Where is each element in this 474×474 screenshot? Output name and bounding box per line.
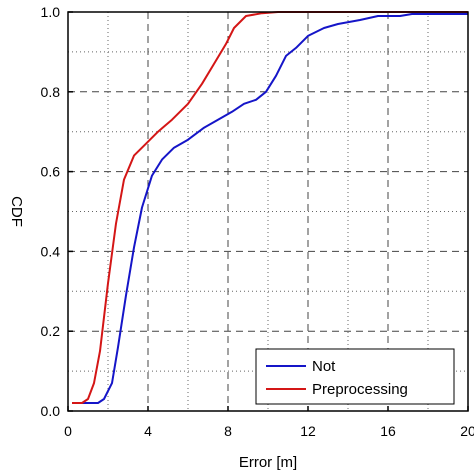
y-tick-label: 0.8 — [41, 84, 61, 100]
x-tick-label: 20 — [460, 423, 474, 439]
series-line-0 — [72, 13, 468, 404]
legend: Not Preprocessing — [255, 348, 455, 405]
axis-ticks: 0 4 8 12 16 20 0.0 0.2 0.4 0.6 0.8 1.0 — [41, 4, 474, 439]
series-line-1 — [72, 11, 468, 404]
y-tick-label: 0.6 — [41, 164, 61, 180]
x-tick-label: 12 — [300, 423, 316, 439]
legend-label-preprocessing: Preprocessing — [312, 381, 408, 398]
y-tick-label: 0.2 — [41, 323, 61, 339]
y-tick-label: 0.4 — [41, 243, 61, 259]
legend-label-not: Not — [312, 358, 336, 375]
series-layer — [72, 11, 468, 404]
y-tick-label: 0.0 — [41, 403, 61, 419]
x-axis-title: Error [m] — [239, 454, 297, 471]
x-tick-label: 4 — [144, 423, 152, 439]
y-axis-title: CDF — [8, 196, 25, 227]
legend-box — [255, 348, 455, 405]
x-tick-label: 16 — [380, 423, 396, 439]
plot-frame — [67, 11, 469, 412]
x-tick-label: 8 — [224, 423, 232, 439]
x-tick-label: 0 — [64, 423, 72, 439]
y-tick-label: 1.0 — [41, 4, 61, 20]
